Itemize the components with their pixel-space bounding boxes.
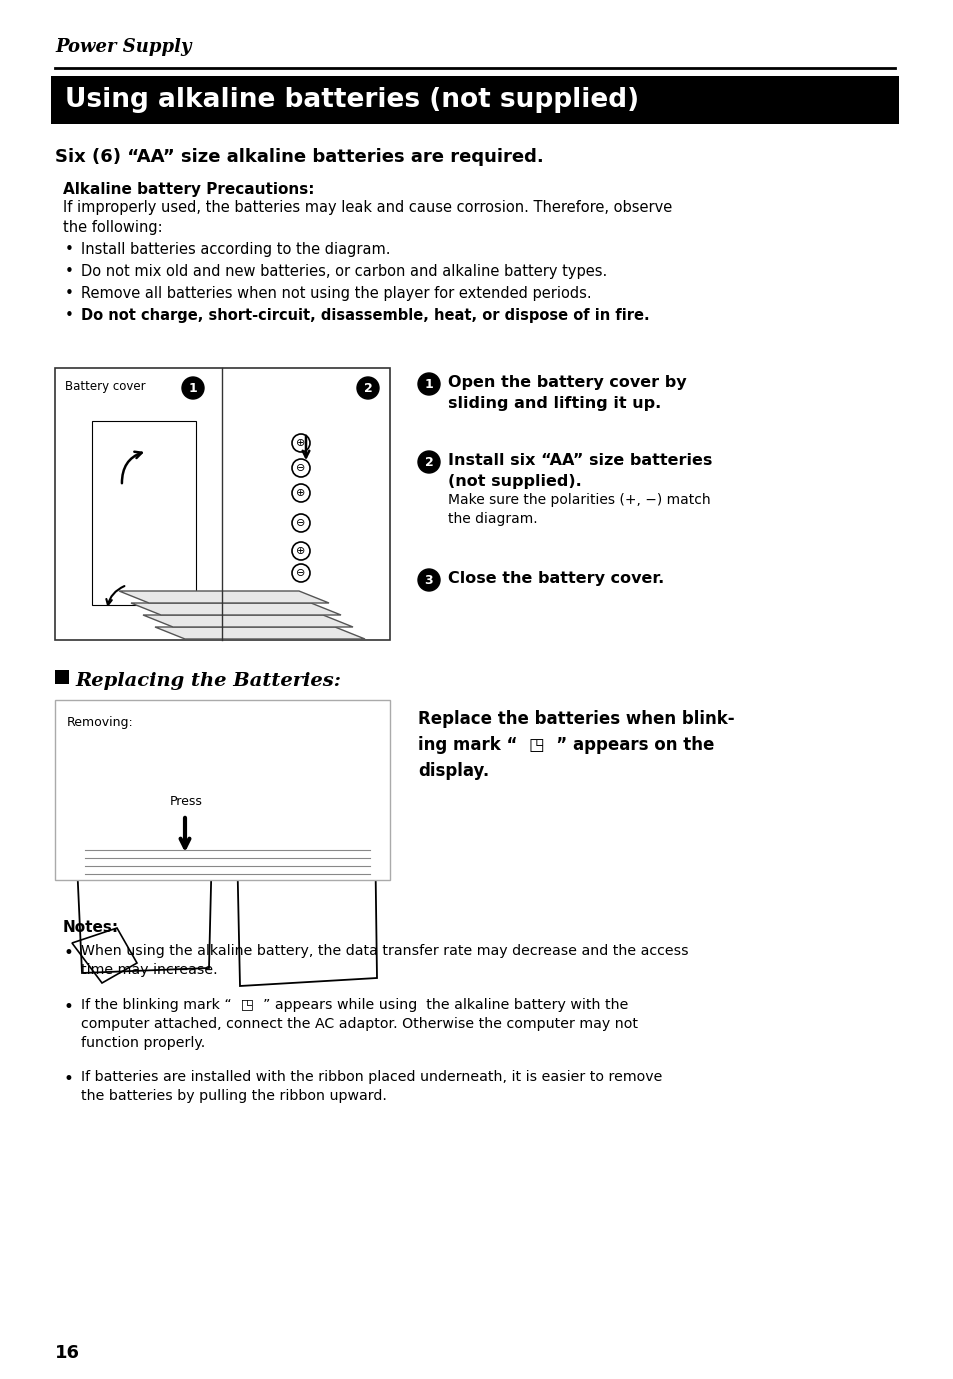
Bar <box>55 368 390 640</box>
Circle shape <box>417 570 439 592</box>
Text: Power Supply: Power Supply <box>55 39 192 57</box>
Text: Using alkaline batteries (not supplied): Using alkaline batteries (not supplied) <box>65 87 639 113</box>
Text: Open the battery cover by
sliding and lifting it up.: Open the battery cover by sliding and li… <box>448 375 686 411</box>
Text: Remove all batteries when not using the player for extended periods.: Remove all batteries when not using the … <box>81 285 591 301</box>
Bar <box>55 670 69 684</box>
Text: •: • <box>65 308 73 323</box>
Text: 1: 1 <box>424 378 433 390</box>
Text: Press: Press <box>170 796 203 808</box>
Text: ⊖: ⊖ <box>296 519 305 528</box>
Polygon shape <box>119 592 329 603</box>
Bar <box>91 421 195 605</box>
Text: ⊕: ⊕ <box>296 439 305 448</box>
Text: Do not charge, short-circuit, disassemble, heat, or dispose of in fire.: Do not charge, short-circuit, disassembl… <box>81 308 649 323</box>
Bar <box>55 701 390 880</box>
Text: If the blinking mark “  ◳  ” appears while using  the alkaline battery with the
: If the blinking mark “ ◳ ” appears while… <box>81 998 638 1049</box>
Text: Install six “AA” size batteries
(not supplied).: Install six “AA” size batteries (not sup… <box>448 452 712 490</box>
Text: •: • <box>65 241 73 256</box>
Circle shape <box>356 376 378 399</box>
Text: Do not mix old and new batteries, or carbon and alkaline battery types.: Do not mix old and new batteries, or car… <box>81 263 607 279</box>
Text: 2: 2 <box>424 455 433 469</box>
Circle shape <box>417 451 439 473</box>
Text: •: • <box>63 945 72 963</box>
Text: ⊖: ⊖ <box>296 463 305 473</box>
Text: •: • <box>65 263 73 279</box>
FancyArrowPatch shape <box>106 586 124 605</box>
Polygon shape <box>131 603 340 615</box>
Text: •: • <box>63 998 72 1016</box>
Text: 3: 3 <box>424 574 433 586</box>
Text: When using the alkaline battery, the data transfer rate may decrease and the acc: When using the alkaline battery, the dat… <box>81 945 688 976</box>
Circle shape <box>417 372 439 394</box>
Text: Removing:: Removing: <box>67 716 133 729</box>
Text: Six (6) “AA” size alkaline batteries are required.: Six (6) “AA” size alkaline batteries are… <box>55 148 543 165</box>
Text: •: • <box>65 285 73 301</box>
Bar <box>51 76 898 124</box>
Text: 16: 16 <box>55 1345 80 1362</box>
Text: Install batteries according to the diagram.: Install batteries according to the diagr… <box>81 241 390 256</box>
Text: Alkaline battery Precautions:: Alkaline battery Precautions: <box>63 182 314 197</box>
Text: Battery cover: Battery cover <box>65 381 146 393</box>
Text: 2: 2 <box>363 382 372 394</box>
Text: Close the battery cover.: Close the battery cover. <box>448 571 663 586</box>
Text: 1: 1 <box>189 382 197 394</box>
Circle shape <box>182 376 204 399</box>
Text: If improperly used, the batteries may leak and cause corrosion. Therefore, obser: If improperly used, the batteries may le… <box>63 200 672 236</box>
Text: display.: display. <box>417 763 489 781</box>
Text: ⊖: ⊖ <box>296 568 305 578</box>
Text: Make sure the polarities (+, −) match
the diagram.: Make sure the polarities (+, −) match th… <box>448 494 710 525</box>
Polygon shape <box>143 615 353 627</box>
Text: ⊕: ⊕ <box>296 488 305 498</box>
Text: •: • <box>63 1070 72 1088</box>
FancyArrowPatch shape <box>122 452 142 483</box>
Polygon shape <box>154 627 365 638</box>
Text: If batteries are installed with the ribbon placed underneath, it is easier to re: If batteries are installed with the ribb… <box>81 1070 661 1103</box>
Text: Notes:: Notes: <box>63 920 119 935</box>
Text: Replacing the Batteries:: Replacing the Batteries: <box>75 672 340 690</box>
Text: Replace the batteries when blink-: Replace the batteries when blink- <box>417 710 734 728</box>
Text: ing mark “  ◳  ” appears on the: ing mark “ ◳ ” appears on the <box>417 736 714 754</box>
Text: ⊕: ⊕ <box>296 546 305 556</box>
